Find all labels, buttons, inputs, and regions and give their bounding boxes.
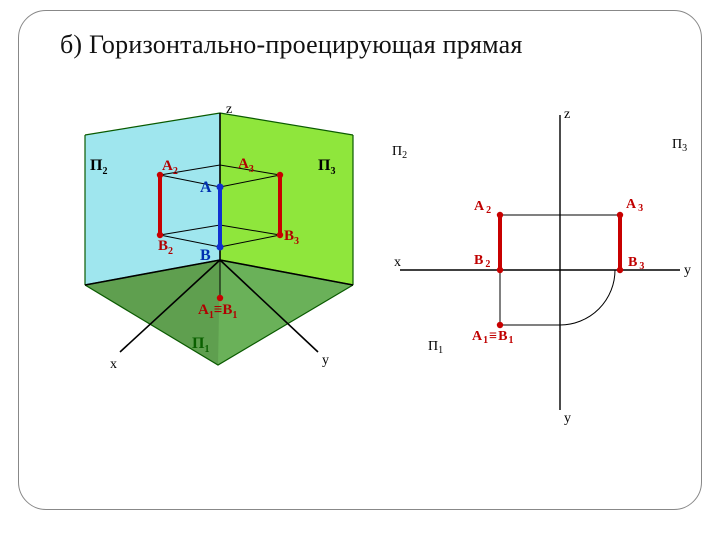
axis-x-label-2d: x [394, 255, 401, 270]
axis-z-label-2d: z [564, 107, 570, 122]
label-p2-2d: П2 [392, 144, 407, 161]
diagram-3d: z x y П2 П3 П1 A2 [50, 100, 360, 430]
label-b2-2d: B2 [474, 253, 490, 270]
label-a1b1-2d: A1≡B1 [472, 329, 513, 346]
label-a2-2d: A2 [474, 199, 491, 216]
plane-p3 [220, 113, 353, 285]
axis-yr-label-2d: y [684, 263, 691, 278]
label-a3-2d: A3 [626, 197, 643, 214]
axis-y-label: y [322, 353, 329, 368]
axis-yd-label-2d: y [564, 411, 571, 426]
diagram-epure: z x y y П2 П3 П1 A2 [380, 100, 700, 430]
axis-z-label: z [226, 102, 232, 117]
label-p3-2d: П3 [672, 137, 687, 154]
label-a: A [200, 179, 212, 196]
label-p1-2d: П1 [428, 339, 443, 356]
epure-axes [400, 115, 680, 410]
label-b: B [200, 247, 211, 264]
axis-x-label: x [110, 357, 117, 372]
label-b3-2d: B3 [628, 255, 644, 272]
slide-title: б) Горизонтально-проецирующая прямая [60, 30, 522, 60]
